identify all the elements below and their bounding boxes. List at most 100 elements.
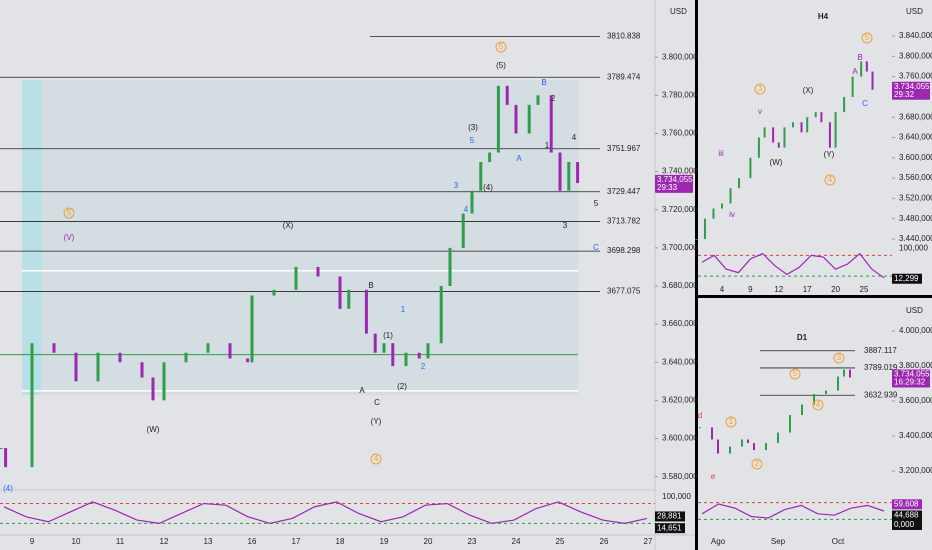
wave-circle [495, 41, 507, 53]
candle [162, 362, 166, 401]
wave-circle [751, 458, 763, 470]
wave-label: B [541, 78, 546, 87]
level-label: 3729.447 [607, 187, 641, 196]
candle [703, 218, 706, 239]
candle [426, 343, 430, 359]
wave-circle [824, 174, 836, 186]
level-label: 3789.474 [607, 72, 641, 81]
y-tick-label: 3.840,000 [899, 31, 932, 40]
x-tick-label: 19 [380, 537, 389, 546]
level-label: 3713.782 [607, 217, 641, 226]
candle [711, 427, 713, 440]
x-tick-label: Sep [771, 537, 786, 546]
wave-circle [63, 207, 75, 219]
candle [30, 343, 34, 468]
wave-label: 5 [594, 199, 599, 208]
osc-tag: 28,881 [657, 512, 682, 521]
osc-tag-box [892, 510, 922, 521]
y-tick-label: 3.760,000 [899, 72, 932, 81]
y-tick-label: 3.720,000 [662, 205, 698, 214]
countdown: 29:32 [894, 90, 915, 99]
x-tick-label: 27 [644, 537, 653, 546]
x-tick-label: 16 [248, 537, 257, 546]
x-tick-label: 20 [831, 285, 840, 294]
y-tick-label: 3.200,000 [899, 466, 932, 475]
panel-title: H4 [818, 12, 829, 21]
candle [294, 266, 298, 290]
y-tick-label: 3.600,000 [899, 396, 932, 405]
wave-label: (4) [483, 183, 493, 192]
wave-label: (W) [770, 158, 783, 167]
panel-title: D1 [797, 333, 808, 342]
candle [789, 415, 791, 433]
osc-tag-box [892, 273, 922, 284]
osc-tag-box [655, 523, 685, 534]
candle [382, 343, 386, 353]
wave-label: v [758, 107, 762, 116]
wave-label: 2 [421, 362, 426, 371]
candle [536, 95, 540, 105]
x-tick-label: 12 [774, 285, 783, 294]
price-tag: 3.734,055 [894, 370, 930, 379]
candle [514, 104, 518, 134]
candle [777, 432, 779, 444]
y-tick-label: 3.780,000 [662, 90, 698, 99]
wave-circle [370, 453, 382, 465]
candle [820, 112, 823, 123]
y-tick-label: 3.680,000 [899, 112, 932, 121]
wave-label: d [698, 411, 702, 420]
wave-label: B [857, 53, 862, 62]
oscillator-line [701, 503, 885, 519]
currency: USD [906, 306, 923, 315]
candle [404, 352, 408, 367]
osc-tag: 59,608 [894, 499, 919, 508]
y-tick-label: 3.480,000 [899, 214, 932, 223]
y-tick-label: 3.600,000 [662, 434, 698, 443]
y-tick-label: 3.600,000 [899, 153, 932, 162]
wave-label: 5 [67, 208, 72, 217]
wave-label: 1 [545, 141, 550, 150]
wave-label: (5) [496, 61, 506, 70]
y-tick-label: 3.800,000 [899, 361, 932, 370]
candle [448, 247, 452, 286]
x-tick-label: 25 [556, 537, 565, 546]
y-tick-label: 3.700,000 [662, 243, 698, 252]
y-tick-label: 3.680,000 [662, 281, 698, 290]
wave-label: C [862, 99, 868, 108]
candle [96, 352, 100, 382]
wave-label: 4 [816, 400, 821, 409]
x-tick-label: 4 [720, 285, 725, 294]
osc-top-label: 100,000 [899, 244, 928, 253]
candle [206, 343, 210, 353]
x-tick-label: 18 [336, 537, 345, 546]
currency: USD [670, 7, 687, 16]
wave-circle [861, 32, 873, 44]
candle [439, 285, 443, 344]
y-tick-label: 3.640,000 [899, 133, 932, 142]
osc-tag-box [655, 511, 685, 522]
candle [417, 352, 421, 359]
candle [800, 122, 803, 133]
x-tick-label: 10 [72, 537, 81, 546]
y-tick-label: 3.620,000 [662, 395, 698, 404]
x-tick-label: 9 [30, 537, 35, 546]
osc-tag: 12,299 [894, 274, 919, 283]
price-tag: 3.734,055 [657, 175, 693, 184]
candle [316, 266, 320, 277]
candle [228, 343, 232, 359]
wave-label: 4 [828, 175, 833, 184]
candle [828, 122, 831, 148]
wave-circle [725, 416, 737, 428]
candle [843, 96, 846, 113]
wave-label: (W) [147, 425, 160, 434]
candle [527, 104, 531, 134]
x-tick-label: 23 [468, 537, 477, 546]
wave-label: 5 [470, 136, 475, 145]
x-tick-label: 17 [292, 537, 301, 546]
candle [74, 352, 78, 382]
candle [717, 439, 719, 454]
y-tick-label: 3.660,000 [662, 319, 698, 328]
candle [505, 85, 509, 105]
candle [813, 394, 815, 405]
